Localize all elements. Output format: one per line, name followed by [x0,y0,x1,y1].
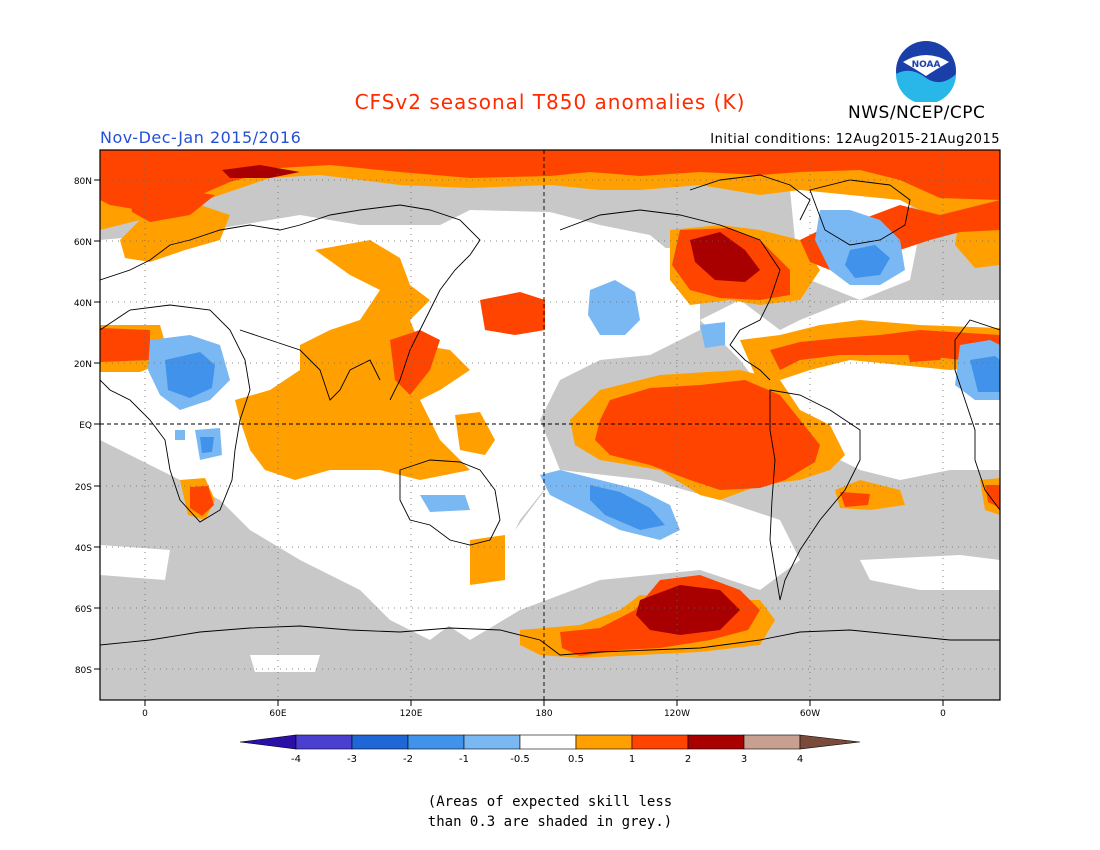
initial-conditions: Initial conditions: 12Aug2015-21Aug2015 [710,132,1000,147]
legend-label: 2 [685,754,691,765]
lat-labels: 80N 60N 40N 20N EQ 20S 40S 60S 80S [74,177,92,676]
legend-label: -1 [459,754,469,765]
color-legend: -4 -3 -2 -1 -0.5 0.5 1 2 3 4 [239,734,861,765]
legend-label: -0.5 [510,754,530,765]
lat-label: 80S [75,666,92,676]
map-frame [99,149,1001,701]
legend-swatch [631,734,689,750]
footnote-line: than 0.3 are shaded in grey.) [427,814,673,830]
lat-label: 20S [75,483,92,493]
noaa-logo-icon: NOAA [896,41,956,102]
legend-label: 1 [629,754,635,765]
lon-label: 180 [535,709,552,719]
legend-swatch [407,734,465,750]
legend-swatch [743,734,801,750]
legend-swatch [687,734,745,750]
lon-label: 60W [800,709,820,719]
legend-arrow-high [799,734,861,750]
legend-label: 0.5 [568,754,584,765]
legend-arrow-low [239,734,297,750]
legend-label: -3 [347,754,357,765]
grid-lines [100,150,1000,700]
organization-label: NWS/NCEP/CPC [848,103,986,123]
coastlines [100,174,1000,656]
legend-label: 3 [741,754,747,765]
legend-label: -4 [291,754,301,765]
lat-label: 60N [74,238,92,248]
lat-label: 40S [75,544,92,554]
legend-swatch [351,734,409,750]
anomaly-neg2-to-neg1 [165,245,1000,530]
legend-labels: -4 -3 -2 -1 -0.5 0.5 1 2 3 4 [291,754,803,765]
lat-label: 40N [74,299,92,309]
lat-label: 60S [75,605,92,615]
legend-label: 4 [797,754,803,765]
legend-swatch [295,734,353,750]
lon-label: 120E [400,709,423,719]
tick-marks [94,179,944,706]
footnote-line: (Areas of expected skill less [427,794,673,810]
equator-dateline [100,150,1000,700]
lon-label: 120W [664,709,690,719]
lon-label: 0 [142,709,148,719]
logo-text: NOAA [912,60,941,70]
legend-swatch [575,734,633,750]
legend-swatch [463,734,521,750]
lat-label: EQ [79,421,92,431]
lon-labels: 0 60E 120E 180 120W 60W 0 [142,709,946,719]
anomaly-2-to-3 [222,165,760,635]
lon-label: 60E [269,709,286,719]
footnote: (Areas of expected skill less than 0.3 a… [0,792,1100,832]
lat-label: 20N [74,360,92,370]
map-field [100,150,1000,700]
legend-label: -2 [403,754,413,765]
lat-label: 80N [74,177,92,187]
lon-label: 0 [940,709,946,719]
legend-swatch [519,734,577,750]
chart-title: CFSv2 seasonal T850 anomalies (K) [354,90,746,114]
forecast-period: Nov-Dec-Jan 2015/2016 [100,128,302,147]
